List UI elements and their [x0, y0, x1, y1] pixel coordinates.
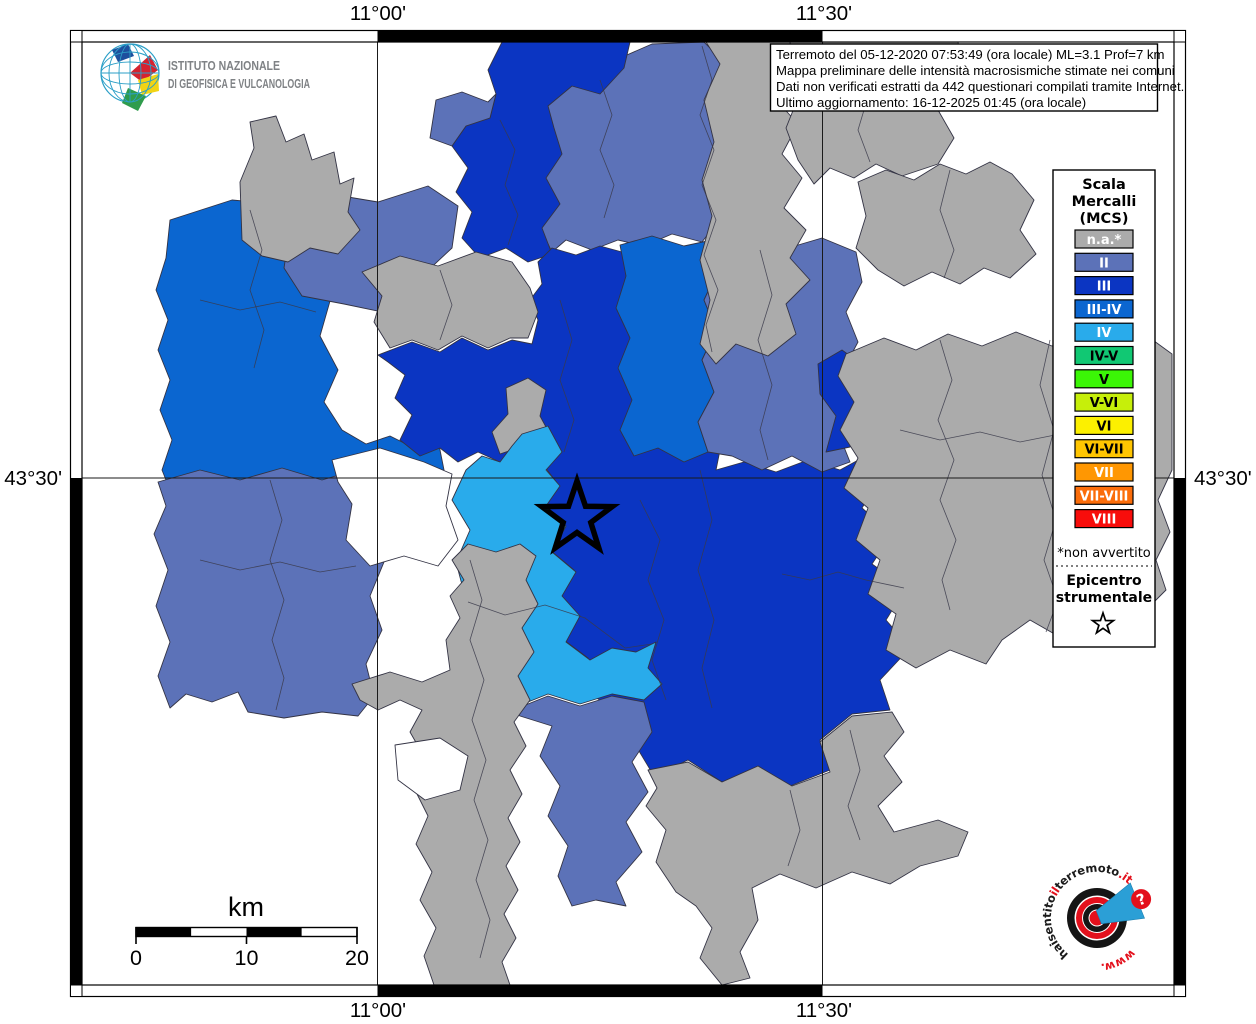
legend-classes: n.a.*IIIIIIII-IVIVIV-VVV-VIVIVI-VIIVIIVI… [1074, 229, 1134, 529]
info-line-questionnaires: Dati non verificati estratti da 442 ques… [776, 79, 1184, 94]
ingv-name-line1: ISTITUTO NAZIONALE [168, 58, 280, 73]
ingv-globe-icon [100, 43, 160, 111]
legend-swatch-viii [1074, 509, 1134, 529]
axis-label-top-11-30: 11°30' [796, 2, 852, 25]
legend-swatch-n-a- [1074, 229, 1134, 249]
legend-epicenter-line2: strumentale [1056, 590, 1152, 606]
scale-label-10: 10 [235, 946, 259, 970]
site-logo: ? haisentitoilterremoto.it www. [1028, 849, 1152, 978]
legend-epicenter-star-icon [1089, 610, 1117, 636]
scale-bar-unit: km [228, 892, 264, 922]
region-not-felt [645, 711, 969, 985]
ingv-logo: ISTITUTO NAZIONALE DI GEOFISICA E VULCAN… [100, 43, 310, 111]
legend-swatch-vii [1074, 462, 1134, 482]
legend-swatch-vi-vii [1074, 439, 1134, 459]
axis-label-bottom-11-30: 11°30' [796, 999, 852, 1022]
axis-label-top-11-00: 11°00' [350, 2, 406, 25]
legend-title-line2: Mercalli [1072, 194, 1137, 210]
scale-segment-4 [301, 927, 357, 937]
legend-swatch-vi [1074, 415, 1134, 435]
legend-label-vi-vii: VI-VII [1084, 443, 1123, 458]
legend-label-vi: VI [1097, 419, 1112, 434]
site-logo-www-text: www. [1096, 945, 1141, 977]
site-logo-question-disc [1131, 889, 1152, 910]
info-line-event: Terremoto del 05-12-2020 07:53:49 (ora l… [776, 47, 1165, 62]
region-not-felt [361, 251, 539, 351]
legend-label-ii: II [1099, 256, 1109, 271]
map-regions [153, 42, 1173, 985]
info-box-border [769, 43, 1159, 112]
scale-segment-1 [136, 927, 192, 937]
ingv-name-line2: DI GEOFISICA E VULCANOLOGIA [168, 76, 310, 91]
legend-label-iii: III [1097, 280, 1112, 295]
frame-corner-top-right [1173, 30, 1186, 43]
axis-label-right-43-30: 43°30' [1194, 467, 1252, 490]
legend-swatch-ii [1074, 252, 1134, 272]
scale-segment-3 [246, 927, 302, 937]
white-gap [394, 737, 469, 801]
legend-swatch-iv-v [1074, 345, 1134, 366]
axis-label-left-43-30: 43°30' [4, 467, 62, 490]
frame-outer-rect [69, 29, 1187, 998]
region-not-felt [239, 115, 361, 263]
graticule [82, 42, 1174, 985]
frame-inner-rect [81, 41, 1175, 986]
legend-swatch-iii [1074, 276, 1134, 296]
site-logo-cone-icon [1095, 882, 1145, 925]
legend-swatch-iv [1074, 322, 1134, 342]
frame-band-left-black [70, 478, 82, 985]
legend-swatch-iii-iv [1074, 299, 1134, 319]
scale-bar: km 0 10 20 [130, 892, 369, 970]
info-line-map-type: Mappa preliminare delle intensità macros… [776, 63, 1175, 78]
scale-segment-2 [191, 927, 247, 937]
frame-band-bottom-black [377, 985, 823, 997]
legend-label-viii: VIII [1092, 513, 1117, 528]
info-box: Terremoto del 05-12-2020 07:53:49 (ora l… [769, 43, 1184, 112]
frame-corner-bottom-left [70, 984, 83, 997]
legend-label-iv-v: IV-V [1090, 350, 1118, 365]
legend-label-v-vi: V-VI [1090, 396, 1118, 411]
epicenter-star-icon [533, 472, 621, 555]
legend-title-line3: (MCS) [1079, 211, 1128, 227]
legend-label-vii-viii: VII-VIII [1080, 489, 1129, 504]
legend-footnote: *non avvertito [1057, 546, 1151, 561]
frame-corner-top-left [70, 30, 83, 43]
legend-swatch-v [1074, 369, 1134, 389]
legend-label-iii-iv: III-IV [1087, 303, 1122, 318]
region-intensity-ii [153, 467, 387, 719]
scale-label-0: 0 [130, 946, 142, 970]
legend-swatch-v-vi [1074, 392, 1134, 412]
legend-title-line1: Scala [1082, 177, 1126, 193]
legend: Scala Mercalli (MCS) n.a.*IIIIIIII-IVIVI… [1052, 169, 1156, 648]
map-frame [69, 29, 1187, 998]
legend-label-v: V [1099, 373, 1109, 388]
axis-label-bottom-11-00: 11°00' [350, 999, 406, 1022]
legend-swatch-vii-viii [1074, 485, 1134, 505]
scale-label-20: 20 [345, 946, 369, 970]
region-intensity-ii [429, 91, 497, 147]
axis-labels: 11°00' 11°30' 11°00' 11°30' 43°30' 43°30… [4, 2, 1251, 1022]
legend-label-n-a-: n.a.* [1087, 233, 1122, 248]
legend-epicenter-line1: Epicentro [1066, 573, 1142, 589]
info-line-updated: Ultimo aggiornamento: 16-12-2025 01:45 (… [776, 95, 1086, 110]
legend-label-iv: IV [1097, 326, 1112, 341]
region-not-felt [855, 161, 1037, 287]
frame-band-right-black [1174, 478, 1186, 985]
frame-corner-bottom-right [1173, 984, 1186, 997]
region-intensity-ii [499, 695, 653, 907]
frame-band-top-black [377, 30, 823, 42]
legend-label-vii: VII [1094, 466, 1114, 481]
